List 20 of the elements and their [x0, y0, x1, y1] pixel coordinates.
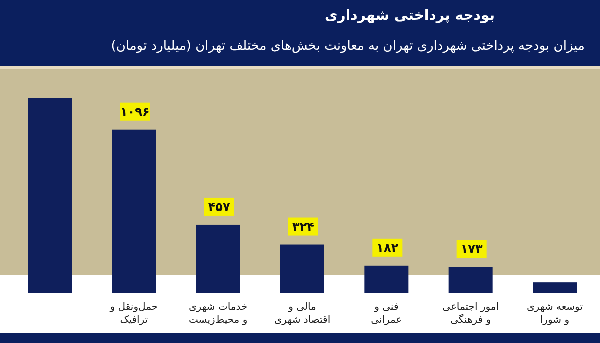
- bar: [28, 98, 72, 293]
- bar: [364, 266, 409, 293]
- x-tick-label: مالی و اقتصاد شهری: [274, 302, 331, 326]
- bar: [280, 244, 324, 293]
- data-label: ۳۲۴: [292, 220, 314, 234]
- chart-title: بودجه پرداختی شهرداری: [324, 8, 496, 24]
- data-label: ۱۷۳: [460, 242, 484, 256]
- bar: [448, 267, 493, 293]
- data-label: ۱۸۲: [376, 240, 400, 255]
- x-tick-label: امور اجتماعی و فرهنگی: [442, 302, 500, 326]
- bar: [533, 282, 577, 293]
- bar: [112, 130, 156, 293]
- x-tick-label: فنی و عمرانی: [371, 302, 402, 326]
- x-tick-label: خدمات شهری و محیط‌زیست: [188, 302, 248, 326]
- bar: [196, 224, 240, 293]
- data-label: ۱۰۹۶: [120, 104, 150, 119]
- chart-subtitle: میزان بودجه پرداختی شهرداری تهران به معاونت بخش‌های مختلف تهران (میلیارد تومان): [111, 39, 585, 54]
- x-tick-label: حمل‌ونقل و ترافیک: [109, 302, 158, 326]
- x-tick-label: توسعه شهری و شورا: [526, 302, 584, 326]
- data-label: ۴۵۷: [208, 200, 231, 214]
